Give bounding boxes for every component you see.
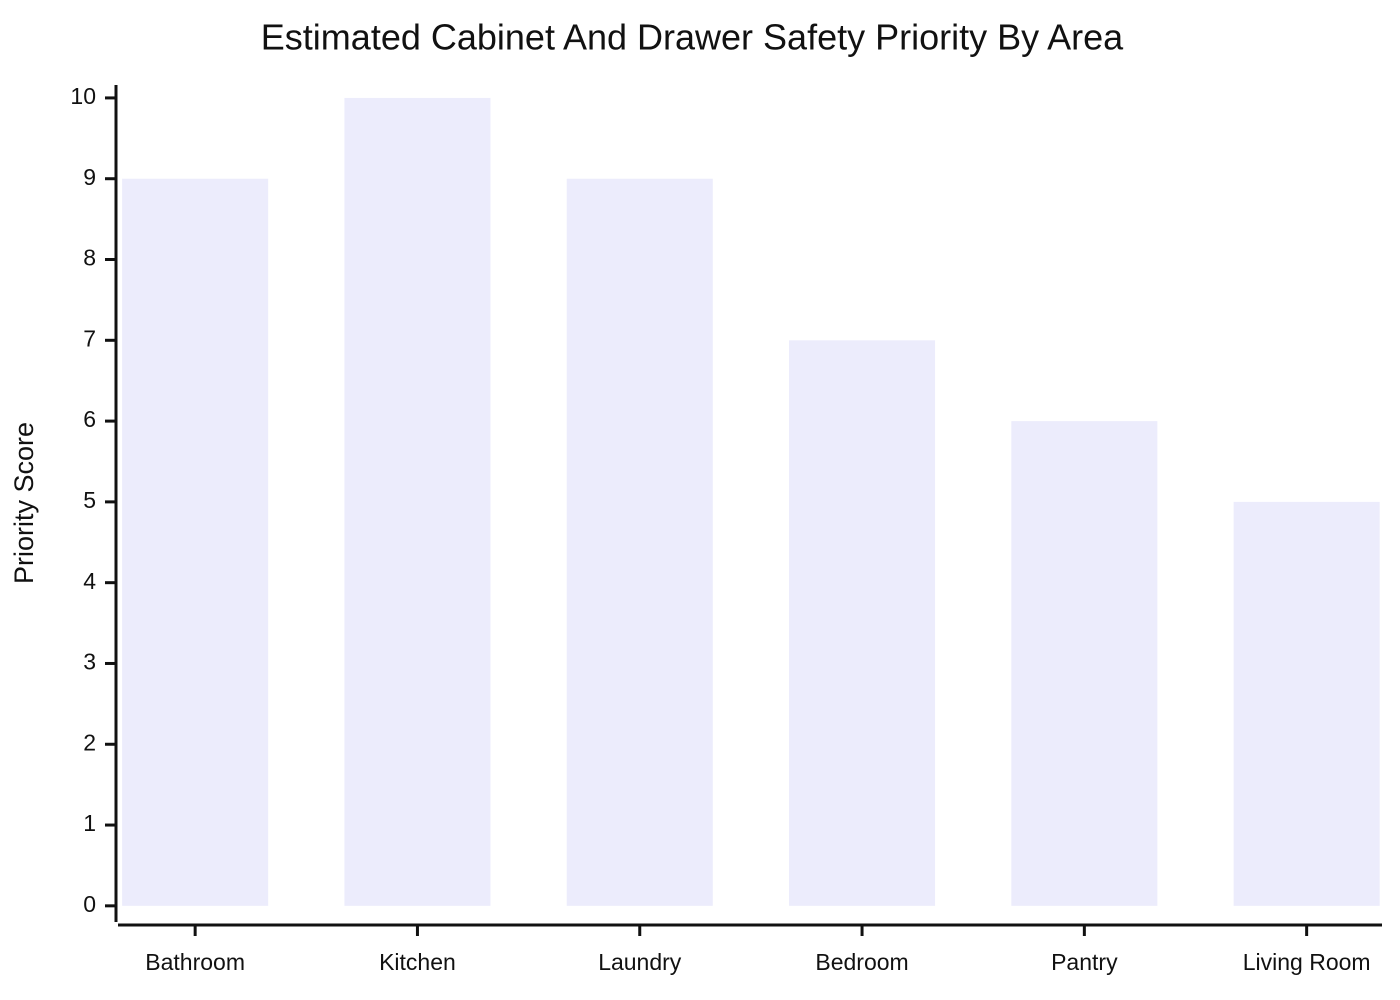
bar [1233,501,1380,906]
y-tick-label: 4 [83,568,96,594]
x-tick-label: Bedroom [815,949,908,975]
y-tick-label: 5 [83,487,96,513]
y-tick-label: 3 [83,649,96,675]
y-axis-label: Priority Score [9,422,39,584]
x-tick-label: Laundry [598,949,682,975]
y-tick-label: 6 [83,406,96,432]
bar [789,340,936,906]
chart-title: Estimated Cabinet And Drawer Safety Prio… [261,17,1124,58]
x-tick-label: Living Room [1243,949,1371,975]
bar [122,178,269,906]
bar [566,178,713,906]
y-tick-label: 1 [83,810,96,836]
y-tick-label: 7 [83,325,96,351]
x-tick-label: Kitchen [379,949,456,975]
y-tick-label: 9 [83,164,96,190]
y-tick-label: 10 [70,83,96,109]
x-tick-label: Bathroom [145,949,245,975]
y-tick-label: 0 [83,891,96,917]
bar [344,97,491,906]
y-tick-label: 2 [83,729,96,755]
y-tick-label: 8 [83,245,96,271]
x-tick-label: Pantry [1051,949,1118,975]
bar [1011,421,1158,906]
